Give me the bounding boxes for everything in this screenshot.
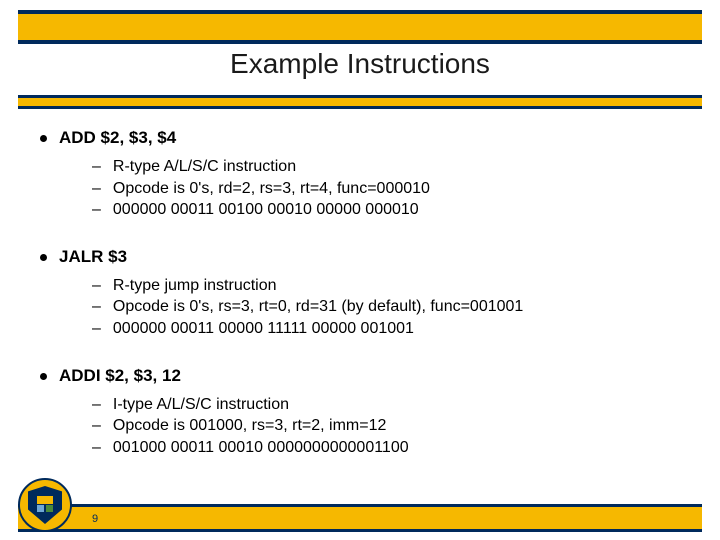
dash-icon: – bbox=[92, 156, 101, 178]
section-1-heading: ADD $2, $3, $4 bbox=[59, 128, 176, 148]
list-item-text: Opcode is 001000, rs=3, rt=2, imm=12 bbox=[113, 415, 386, 437]
section-2-sublist: –R-type jump instruction –Opcode is 0's,… bbox=[92, 275, 680, 340]
list-item-text: Opcode is 0's, rs=3, rt=0, rd=31 (by def… bbox=[113, 296, 523, 318]
list-item-text: I-type A/L/S/C instruction bbox=[113, 394, 289, 416]
bullet-icon bbox=[40, 373, 47, 380]
list-item: –Opcode is 0's, rd=2, rs=3, rt=4, func=0… bbox=[92, 178, 680, 200]
university-seal bbox=[18, 478, 72, 532]
section-2: JALR $3 –R-type jump instruction –Opcode… bbox=[40, 247, 680, 340]
dash-icon: – bbox=[92, 275, 101, 297]
dash-icon: – bbox=[92, 394, 101, 416]
section-1-sublist: –R-type A/L/S/C instruction –Opcode is 0… bbox=[92, 156, 680, 221]
list-item: –R-type jump instruction bbox=[92, 275, 680, 297]
list-item-text: Opcode is 0's, rd=2, rs=3, rt=4, func=00… bbox=[113, 178, 430, 200]
section-3-heading: ADDI $2, $3, 12 bbox=[59, 366, 181, 386]
page-number: 9 bbox=[92, 513, 98, 525]
section-2-heading: JALR $3 bbox=[59, 247, 127, 267]
bullet-icon bbox=[40, 254, 47, 261]
bullet-icon bbox=[40, 135, 47, 142]
seal-shield-icon bbox=[28, 486, 62, 524]
list-item-text: 001000 00011 00010 0000000000001100 bbox=[113, 437, 409, 459]
list-item: –I-type A/L/S/C instruction bbox=[92, 394, 680, 416]
top-accent-bar bbox=[18, 10, 702, 44]
list-item-text: R-type jump instruction bbox=[113, 275, 277, 297]
footer-accent-bar bbox=[18, 504, 702, 532]
content-area: ADD $2, $3, $4 –R-type A/L/S/C instructi… bbox=[40, 128, 680, 484]
list-item: –Opcode is 001000, rs=3, rt=2, imm=12 bbox=[92, 415, 680, 437]
list-item: –000000 00011 00000 11111 00000 001001 bbox=[92, 318, 680, 340]
list-item-text: 000000 00011 00100 00010 00000 000010 bbox=[113, 199, 419, 221]
list-item: –R-type A/L/S/C instruction bbox=[92, 156, 680, 178]
section-3: ADDI $2, $3, 12 –I-type A/L/S/C instruct… bbox=[40, 366, 680, 459]
section-3-heading-row: ADDI $2, $3, 12 bbox=[40, 366, 680, 386]
title-underline-bar bbox=[18, 95, 702, 109]
list-item-text: 000000 00011 00000 11111 00000 001001 bbox=[113, 318, 414, 340]
section-1-heading-row: ADD $2, $3, $4 bbox=[40, 128, 680, 148]
section-2-heading-row: JALR $3 bbox=[40, 247, 680, 267]
list-item: –Opcode is 0's, rs=3, rt=0, rd=31 (by de… bbox=[92, 296, 680, 318]
section-3-sublist: –I-type A/L/S/C instruction –Opcode is 0… bbox=[92, 394, 680, 459]
list-item: –000000 00011 00100 00010 00000 000010 bbox=[92, 199, 680, 221]
seal-outer-ring bbox=[18, 478, 72, 532]
dash-icon: – bbox=[92, 318, 101, 340]
dash-icon: – bbox=[92, 178, 101, 200]
section-1: ADD $2, $3, $4 –R-type A/L/S/C instructi… bbox=[40, 128, 680, 221]
dash-icon: – bbox=[92, 415, 101, 437]
dash-icon: – bbox=[92, 437, 101, 459]
dash-icon: – bbox=[92, 296, 101, 318]
slide-title: Example Instructions bbox=[0, 48, 720, 80]
list-item-text: R-type A/L/S/C instruction bbox=[113, 156, 296, 178]
dash-icon: – bbox=[92, 199, 101, 221]
list-item: –001000 00011 00010 0000000000001100 bbox=[92, 437, 680, 459]
